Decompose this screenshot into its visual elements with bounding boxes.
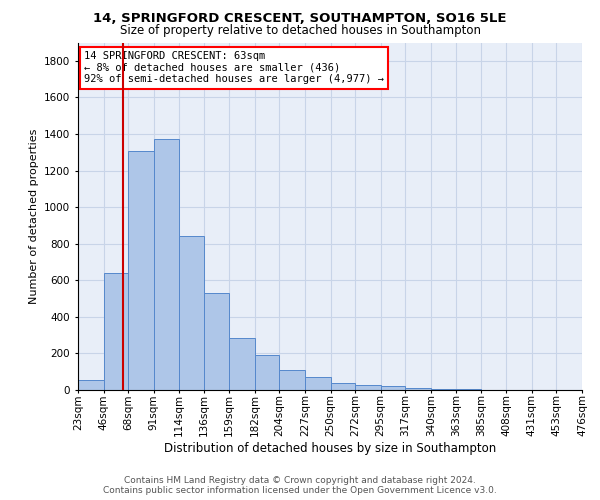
Bar [179, 236, 204, 390]
Bar [280, 370, 305, 390]
Bar [78, 380, 104, 390]
Bar [128, 152, 154, 390]
Bar [104, 273, 128, 390]
Bar [405, 388, 431, 390]
Text: 14, SPRINGFORD CRESCENT, SOUTHAMPTON, SO16 5LE: 14, SPRINGFORD CRESCENT, SOUTHAMPTON, SO… [93, 12, 507, 26]
Bar [154, 140, 179, 390]
Bar [331, 382, 355, 390]
Bar [204, 293, 229, 390]
Text: 14 SPRINGFORD CRESCENT: 63sqm
← 8% of detached houses are smaller (436)
92% of s: 14 SPRINGFORD CRESCENT: 63sqm ← 8% of de… [84, 51, 384, 84]
Text: Size of property relative to detached houses in Southampton: Size of property relative to detached ho… [119, 24, 481, 37]
Bar [355, 386, 380, 390]
X-axis label: Distribution of detached houses by size in Southampton: Distribution of detached houses by size … [164, 442, 496, 455]
Bar [229, 338, 255, 390]
Text: Contains HM Land Registry data © Crown copyright and database right 2024.
Contai: Contains HM Land Registry data © Crown c… [103, 476, 497, 495]
Bar [255, 355, 280, 390]
Bar [431, 389, 456, 390]
Bar [305, 377, 331, 390]
Y-axis label: Number of detached properties: Number of detached properties [29, 128, 38, 304]
Bar [380, 386, 405, 390]
